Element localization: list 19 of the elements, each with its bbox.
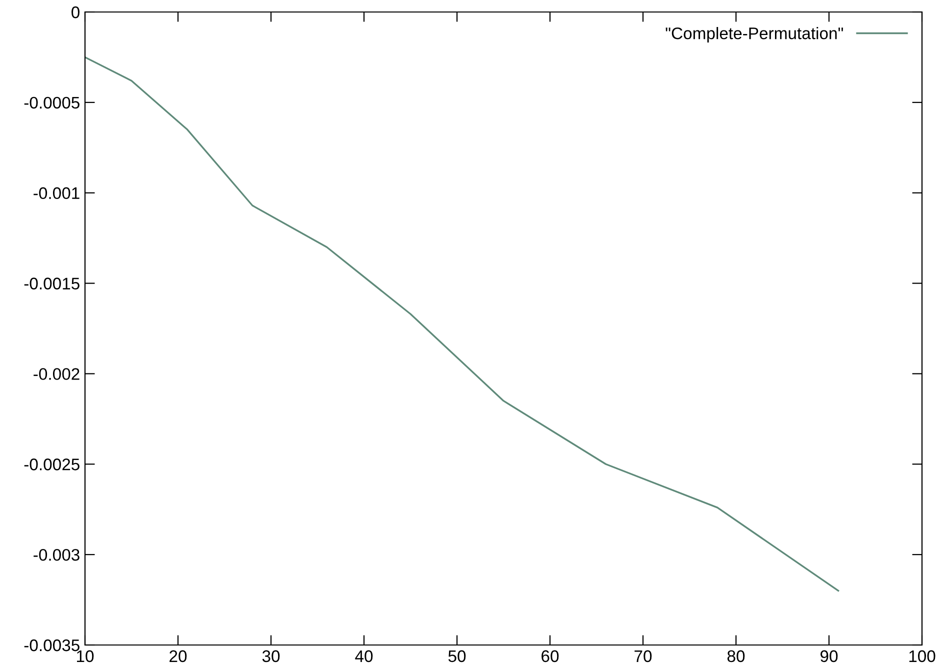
- y-tick-label: -0.0035: [24, 639, 80, 652]
- y-tick-label: 0: [72, 6, 80, 18]
- x-tick-label: 60: [542, 650, 559, 662]
- x-tick-label: 40: [355, 650, 373, 662]
- x-tick-label: 20: [170, 650, 187, 662]
- x-tick-label: 80: [727, 650, 745, 662]
- x-tick-label: 30: [262, 650, 280, 662]
- x-tick-label: 90: [820, 650, 838, 662]
- x-tick-label: 100: [909, 650, 936, 662]
- y-tick-label: -0.002: [34, 368, 80, 380]
- x-tick-label: 10: [77, 650, 94, 662]
- x-tick-label: 50: [448, 650, 466, 662]
- y-tick-label: -0.001: [34, 187, 80, 200]
- y-tick-label: -0.0005: [24, 96, 80, 109]
- y-tick-label: -0.0015: [24, 278, 80, 290]
- y-tick-label: -0.003: [34, 548, 80, 561]
- legend-label: "Complete-Permutation": [666, 27, 843, 43]
- x-tick-label: 70: [634, 650, 652, 662]
- y-tick-label: -0.0025: [24, 458, 80, 470]
